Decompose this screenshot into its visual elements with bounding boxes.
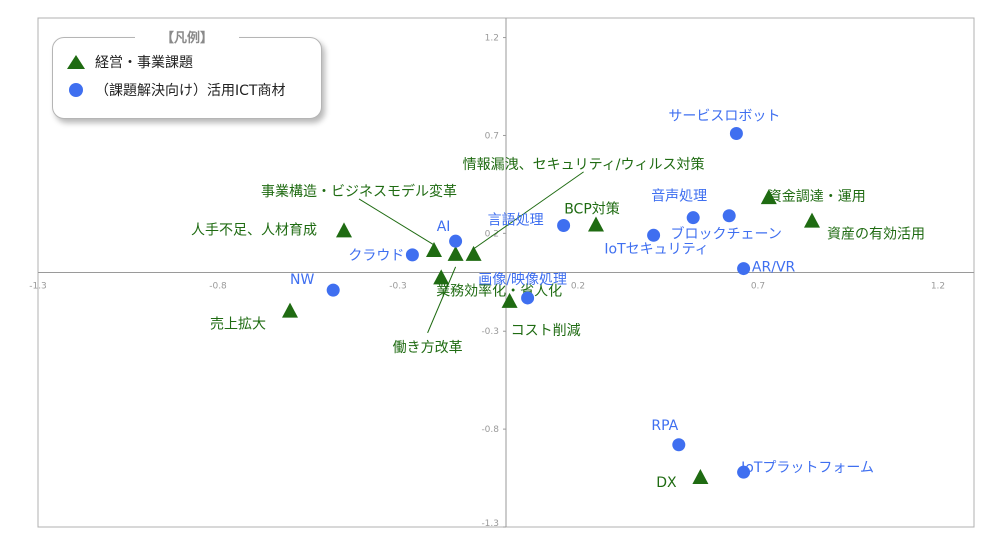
x-tick-label: -1.3 <box>29 282 47 292</box>
legend-label-issue: 経営・事業課題 <box>95 55 193 71</box>
issue-label: DX <box>656 475 677 491</box>
legend-item-ict: （課題解決向け）活用ICT商材 <box>65 80 285 100</box>
y-tick-label: 0.2 <box>485 229 499 239</box>
issue-marker <box>433 269 450 285</box>
triangle-icon <box>67 55 85 69</box>
leader-line <box>358 198 435 246</box>
issue-label: BCP対策 <box>564 201 620 218</box>
y-tick-label: -0.3 <box>481 327 499 337</box>
issue-marker <box>501 292 518 308</box>
x-tick-label: 1.2 <box>931 282 945 292</box>
leader-line <box>473 171 584 250</box>
ict-label: 言語処理 <box>488 213 544 229</box>
issue-marker <box>282 302 298 318</box>
ict-label: IoTプラットフォーム <box>741 460 874 476</box>
x-tick-label: 0.7 <box>751 282 765 292</box>
issue-label: 人手不足、人材育成 <box>191 222 317 238</box>
issue-marker <box>760 189 777 205</box>
issue-label: 資金調達・運用 <box>768 189 866 205</box>
y-tick-label: 0.7 <box>485 131 499 141</box>
issue-label: 売上拡大 <box>210 317 266 333</box>
legend-title: 【凡例】 <box>134 31 239 46</box>
ict-marker <box>647 228 661 242</box>
issue-label: 働き方改革 <box>393 340 463 356</box>
x-tick-label: -0.8 <box>209 282 227 292</box>
ict-marker <box>737 262 751 276</box>
ict-marker <box>326 283 340 297</box>
circle-icon <box>69 83 83 97</box>
ict-label: AI <box>437 219 451 235</box>
issue-marker <box>804 212 820 228</box>
issue-label: コスト削減 <box>511 322 581 339</box>
ict-label: ブロックチェーン <box>671 226 782 243</box>
ict-label: クラウド <box>348 248 404 264</box>
ict-label: RPA <box>651 418 678 434</box>
issue-marker <box>692 469 709 485</box>
issue-marker <box>336 222 352 238</box>
y-tick-label: -1.3 <box>481 519 499 529</box>
issue-marker <box>588 216 604 232</box>
ict-marker <box>729 127 743 141</box>
leader-line <box>427 266 457 334</box>
ict-marker <box>449 234 463 248</box>
y-tick-label: -0.8 <box>481 425 499 435</box>
ict-marker <box>722 209 736 223</box>
issue-marker <box>426 241 442 257</box>
legend-item-issue: 経営・事業課題 <box>65 52 193 72</box>
legend: 【凡例】 経営・事業課題 （課題解決向け）活用ICT商材 <box>52 31 322 119</box>
x-tick-label: -0.3 <box>389 282 407 292</box>
ict-marker <box>686 211 700 225</box>
issue-marker <box>447 245 464 261</box>
legend-label-ict: （課題解決向け）活用ICT商材 <box>95 83 286 99</box>
issue-label: 事業構造・ビジネスモデル変革 <box>261 183 457 200</box>
ict-marker <box>737 465 751 479</box>
x-tick-label: 0.2 <box>571 282 585 292</box>
ict-marker <box>521 291 535 305</box>
ict-label: 画像/映像処理 <box>478 272 567 288</box>
ict-label: サービスロボット <box>668 109 780 125</box>
issue-label: 情報漏洩、セキュリティ/ウィルス対策 <box>463 156 705 173</box>
ict-label: IoTセキュリティ <box>604 241 708 257</box>
ict-marker <box>672 438 686 452</box>
ict-label: 音声処理 <box>651 188 707 205</box>
ict-marker <box>405 248 419 262</box>
ict-marker <box>557 219 571 233</box>
issue-label: 資産の有効活用 <box>827 227 925 243</box>
ict-label: AR/VR <box>752 260 796 276</box>
y-tick-label: 1.2 <box>485 34 499 44</box>
issue-marker <box>465 245 482 261</box>
ict-label: NW <box>290 272 314 288</box>
